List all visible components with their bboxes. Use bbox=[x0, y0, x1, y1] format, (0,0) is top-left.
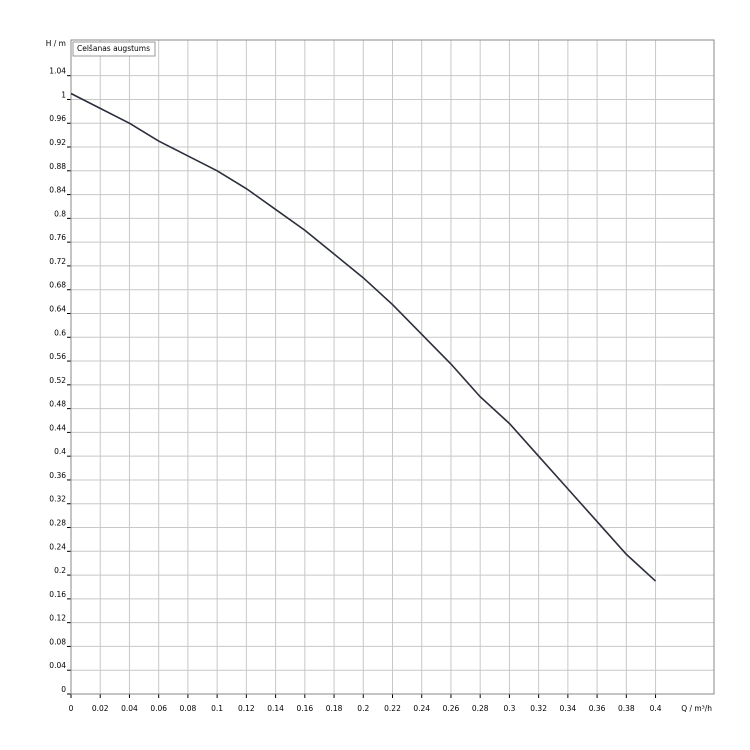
x-axis-label: Q / m³/h bbox=[681, 704, 712, 713]
y-tick-label: 0.48 bbox=[49, 400, 66, 409]
y-tick-label: 0.4 bbox=[54, 447, 66, 456]
x-tick-label: 0.36 bbox=[589, 704, 606, 713]
y-tick-label: 0.84 bbox=[49, 186, 66, 195]
plot-frame bbox=[70, 39, 715, 695]
y-tick-label: 0.68 bbox=[49, 281, 66, 290]
x-tick-label: 0.06 bbox=[150, 704, 167, 713]
y-tick-label: 0.76 bbox=[49, 233, 66, 242]
x-tick-label: 0.18 bbox=[326, 704, 343, 713]
y-tick-label: 0.96 bbox=[49, 114, 66, 123]
x-tick-label: 0.04 bbox=[121, 704, 138, 713]
x-tick-label: 0.02 bbox=[92, 704, 109, 713]
x-tick-label: 0.26 bbox=[443, 704, 460, 713]
y-tick-label: 0.32 bbox=[49, 495, 66, 504]
y-tick-label: 0.08 bbox=[49, 637, 66, 646]
x-tick-label: 0.12 bbox=[238, 704, 255, 713]
x-tick-label: 0.3 bbox=[503, 704, 515, 713]
y-tick-label: 0.8 bbox=[54, 209, 66, 218]
x-tick-label: 0.08 bbox=[180, 704, 197, 713]
y-axis-label: H / m bbox=[46, 39, 66, 48]
y-tick-label: 0.24 bbox=[49, 542, 66, 551]
y-tick-label: 0.44 bbox=[49, 423, 66, 432]
y-tick-label: 0.92 bbox=[49, 138, 66, 147]
y-tick-label: 0 bbox=[61, 685, 66, 694]
x-tick-label: 0.28 bbox=[472, 704, 489, 713]
y-tick-label: 0.88 bbox=[49, 162, 66, 171]
x-tick-label: 0 bbox=[69, 704, 74, 713]
y-tick-label: 0.56 bbox=[49, 352, 66, 361]
x-tick-label: 0.24 bbox=[413, 704, 430, 713]
y-tick-label: 0.52 bbox=[49, 376, 66, 385]
y-tick-label: 0.72 bbox=[49, 257, 66, 266]
y-tick-label: 0.2 bbox=[54, 566, 66, 575]
y-tick-label: 1.04 bbox=[49, 67, 66, 76]
y-tick-label: 1 bbox=[61, 90, 66, 99]
x-tick-label: 0.32 bbox=[530, 704, 547, 713]
y-tick-label: 0.12 bbox=[49, 614, 66, 623]
y-tick-label: 0.16 bbox=[49, 590, 66, 599]
y-tick-label: 0.28 bbox=[49, 519, 66, 528]
x-tick-label: 0.2 bbox=[357, 704, 369, 713]
series-line bbox=[70, 92, 657, 582]
y-tick-label: 0.36 bbox=[49, 471, 66, 480]
legend-box bbox=[72, 41, 156, 57]
y-tick-label: 0.64 bbox=[49, 304, 66, 313]
x-tick-label: 0.16 bbox=[296, 704, 313, 713]
x-tick-label: 0.14 bbox=[267, 704, 284, 713]
x-tick-label: 0.38 bbox=[618, 704, 635, 713]
x-tick-label: 0.34 bbox=[560, 704, 577, 713]
x-tick-label: 0.4 bbox=[650, 704, 662, 713]
y-tick-label: 0.6 bbox=[54, 328, 66, 337]
x-tick-label: 0.1 bbox=[211, 704, 223, 713]
x-tick-label: 0.22 bbox=[384, 704, 401, 713]
legend-label: Celšanas augstums bbox=[77, 44, 150, 53]
y-tick-label: 0.04 bbox=[49, 661, 66, 670]
